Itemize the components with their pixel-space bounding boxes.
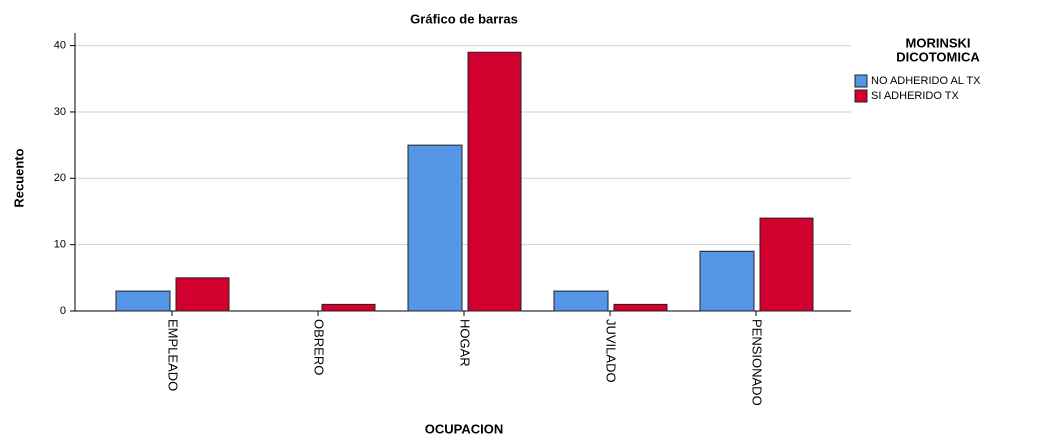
y-tick-label: 20	[54, 172, 66, 184]
bar	[115, 290, 171, 312]
bar	[321, 303, 376, 312]
legend-label: NO ADHERIDO AL TX	[871, 75, 981, 87]
x-tick-label: JUVILADO	[604, 319, 619, 383]
legend-label: SI ADHERIDO TX	[871, 90, 959, 102]
legend-swatch	[854, 89, 868, 103]
legend-title: MORINSKI	[906, 35, 971, 50]
y-tick-label: 0	[60, 305, 66, 317]
bar	[699, 250, 755, 312]
y-tick-label: 10	[54, 239, 66, 251]
bar	[175, 277, 230, 312]
x-tick-label: HOGAR	[458, 319, 473, 367]
legend-swatch	[854, 74, 868, 88]
bar	[553, 290, 609, 312]
x-axis-label: OCUPACION	[425, 421, 503, 434]
bar	[467, 51, 522, 312]
x-tick-label: PENSIONADO	[750, 319, 765, 406]
bar	[407, 144, 463, 312]
y-tick-label: 30	[54, 106, 66, 118]
x-tick-label: OBRERO	[312, 319, 327, 375]
y-tick-label: 40	[54, 40, 66, 52]
bar	[759, 217, 814, 312]
bar	[613, 303, 668, 312]
chart-title: Gráfico de barras	[410, 11, 518, 26]
y-axis-label: Recuento	[11, 148, 26, 207]
x-tick-label: EMPLEADO	[166, 319, 181, 391]
legend-title: DICOTOMICA	[896, 49, 980, 64]
